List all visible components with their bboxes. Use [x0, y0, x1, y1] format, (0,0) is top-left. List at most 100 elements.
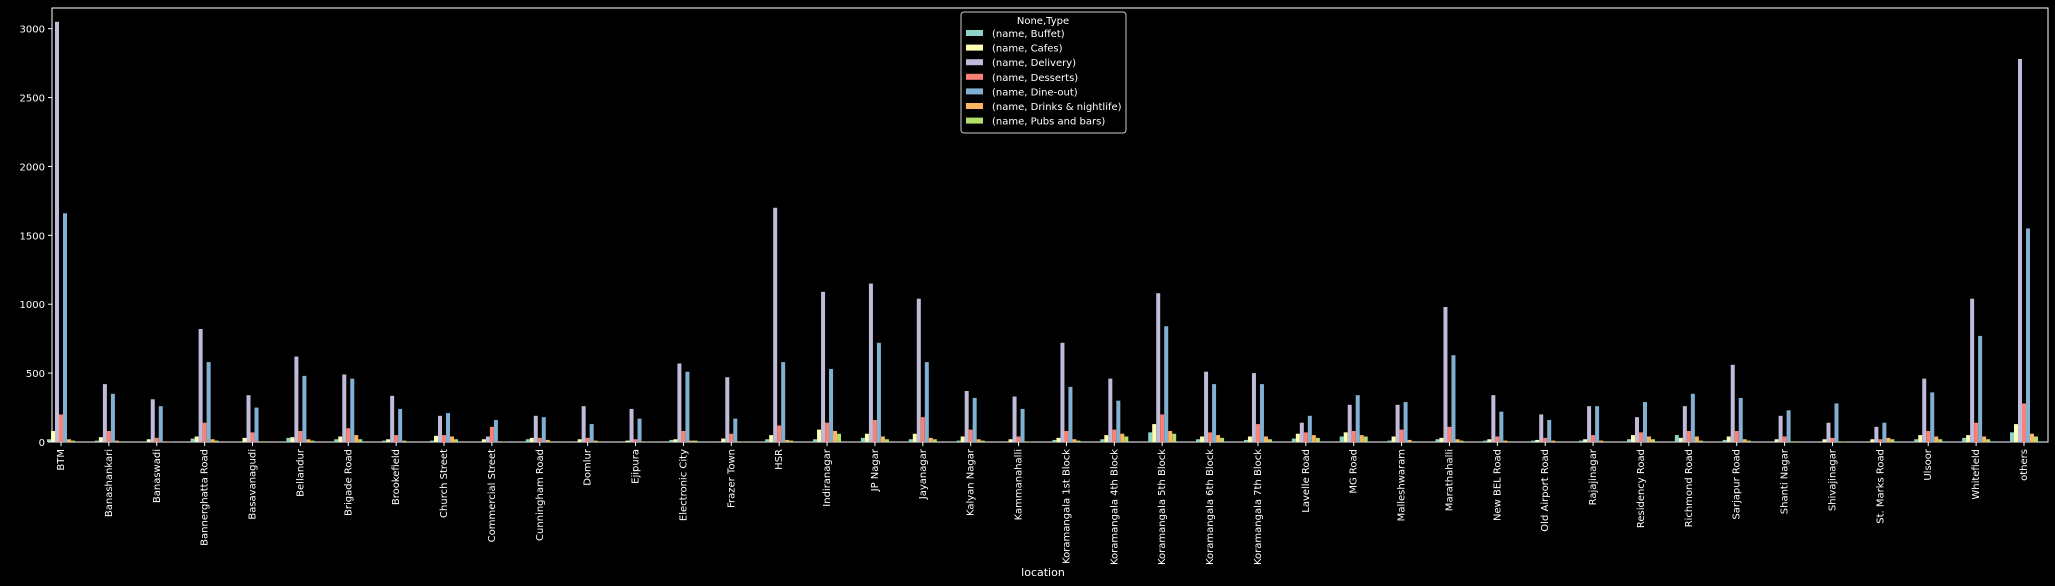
bar: [721, 438, 726, 442]
bar: [386, 439, 391, 442]
bar: [1587, 406, 1592, 442]
bar: [1259, 384, 1264, 442]
bar: [533, 415, 538, 442]
bar: [1539, 414, 1544, 442]
bar: [1399, 429, 1404, 442]
bar: [1008, 439, 1013, 442]
bar: [350, 378, 355, 442]
bar: [1216, 435, 1221, 442]
x-tick-label: Banashankari: [104, 449, 115, 517]
legend-label: (name, Desserts): [992, 73, 1078, 84]
x-tick-label: Richmond Road: [1684, 449, 1695, 527]
x-tick-label: Banaswadi: [152, 449, 163, 503]
bar: [629, 408, 634, 442]
bar: [1355, 395, 1360, 442]
x-tick-label: HSR: [774, 449, 785, 470]
bars: [47, 21, 2038, 443]
bar: [454, 439, 459, 442]
bar: [1926, 430, 1931, 442]
bar: [254, 407, 259, 442]
bar: [2022, 403, 2026, 442]
bar: [1439, 437, 1444, 442]
bar: [1068, 386, 1073, 442]
bar: [338, 436, 343, 442]
bar: [1004, 441, 1009, 442]
bar: [2014, 424, 2018, 442]
legend-label: (name, Delivery): [992, 58, 1076, 69]
bar: [1970, 298, 1975, 442]
bar: [434, 435, 439, 442]
y-tick-label: 1000: [20, 300, 45, 311]
bar: [390, 395, 395, 442]
bar: [1818, 441, 1823, 442]
bar: [98, 437, 103, 442]
bar: [194, 436, 199, 442]
bar: [908, 439, 913, 442]
bar: [1220, 437, 1225, 442]
bar: [346, 428, 351, 442]
bar: [47, 439, 51, 442]
bar: [71, 440, 75, 442]
bar: [477, 441, 482, 442]
bar: [633, 439, 638, 442]
bar: [1064, 430, 1069, 442]
bar: [837, 433, 842, 442]
bar: [1599, 440, 1604, 442]
bar: [1882, 422, 1887, 442]
bar: [481, 439, 486, 442]
plot-frame: [51, 7, 2049, 443]
bar: [334, 439, 339, 442]
legend-swatch: [966, 30, 983, 36]
bar: [1160, 414, 1165, 442]
bar: [1838, 441, 1843, 442]
bar: [430, 440, 435, 442]
bar: [621, 441, 626, 442]
bar: [1918, 435, 1923, 442]
bar: [1247, 436, 1252, 442]
bar: [868, 283, 873, 442]
bar: [1934, 436, 1939, 442]
bar: [1212, 384, 1217, 442]
x-tick-label: New BEL Road: [1492, 449, 1503, 521]
bar: [51, 430, 55, 442]
bar: [685, 371, 690, 442]
bar: [1024, 441, 1029, 442]
x-tick-label: Jayanagar: [918, 448, 929, 500]
bar: [1200, 436, 1205, 442]
bar: [537, 437, 542, 442]
bar: [1347, 404, 1352, 442]
bar: [1543, 437, 1548, 442]
legend-swatch: [966, 103, 983, 109]
bar: [206, 362, 211, 442]
bar: [1583, 439, 1588, 442]
bar: [1535, 439, 1540, 442]
bar: [876, 342, 881, 442]
x-axis-label: location: [1021, 566, 1065, 579]
bar: [593, 440, 598, 442]
bar: [1351, 430, 1356, 442]
bar: [1734, 430, 1739, 442]
x-tick-label: MG Road: [1349, 449, 1360, 494]
bar: [485, 436, 490, 442]
bar: [1974, 422, 1979, 442]
legend-swatch: [966, 44, 983, 51]
bar: [2034, 436, 2038, 442]
bar: [94, 440, 99, 442]
bar: [398, 408, 403, 442]
bar: [202, 422, 207, 442]
legend-swatch: [966, 88, 983, 95]
bar: [114, 440, 119, 442]
bar: [118, 441, 123, 442]
bar: [258, 441, 263, 442]
bar: [1052, 439, 1057, 442]
y-tick-label: 1500: [20, 231, 45, 242]
bar: [1395, 404, 1400, 442]
bar: [1830, 437, 1835, 442]
bar: [1603, 441, 1608, 442]
legend-label: (name, Buffet): [992, 29, 1065, 40]
bar: [1547, 419, 1552, 442]
bar: [450, 436, 455, 442]
bar: [1359, 435, 1364, 442]
legend-items: (name, Buffet) (name, Cafes) (name, Delive…: [966, 29, 1122, 128]
bar: [1531, 440, 1536, 442]
